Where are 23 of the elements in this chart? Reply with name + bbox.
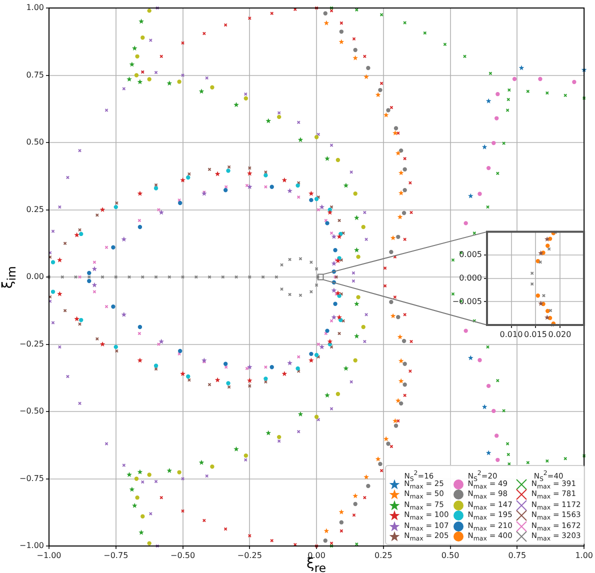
y-tick-label: −0.25 <box>19 339 44 348</box>
y-tick-label: 0.00 <box>26 272 44 282</box>
y-tick-label: 0.25 <box>26 204 44 214</box>
x-tick-label: 1.00 <box>575 550 593 560</box>
y-tick-label: −0.75 <box>19 474 44 483</box>
x-tick-label: −0.50 <box>170 550 196 560</box>
y-tick-label: 0.005 <box>459 250 482 260</box>
y-tick-label: 0.75 <box>26 70 44 80</box>
x-tick-label: 0.50 <box>441 550 460 560</box>
x-tick-label: 0.015 <box>524 330 547 339</box>
y-tick-label: 1.00 <box>26 3 44 12</box>
x-tick-label: 0.020 <box>548 330 572 339</box>
x-tick-label: 0.010 <box>500 330 523 339</box>
y-tick-label: −0.50 <box>19 406 44 416</box>
y-tick-label: 0.000 <box>459 273 482 282</box>
y-tick-label: 0.50 <box>26 138 44 147</box>
y-tick-label: −0.005 <box>452 296 482 306</box>
x-tick-label: −0.75 <box>104 550 128 560</box>
x-tick-label: 0.75 <box>508 550 526 560</box>
y-tick-label: −1.00 <box>19 541 44 550</box>
x-tick-label: −0.25 <box>237 550 262 560</box>
x-tick-label: −1.00 <box>36 550 62 560</box>
x-tick-label: 0.25 <box>374 550 392 560</box>
